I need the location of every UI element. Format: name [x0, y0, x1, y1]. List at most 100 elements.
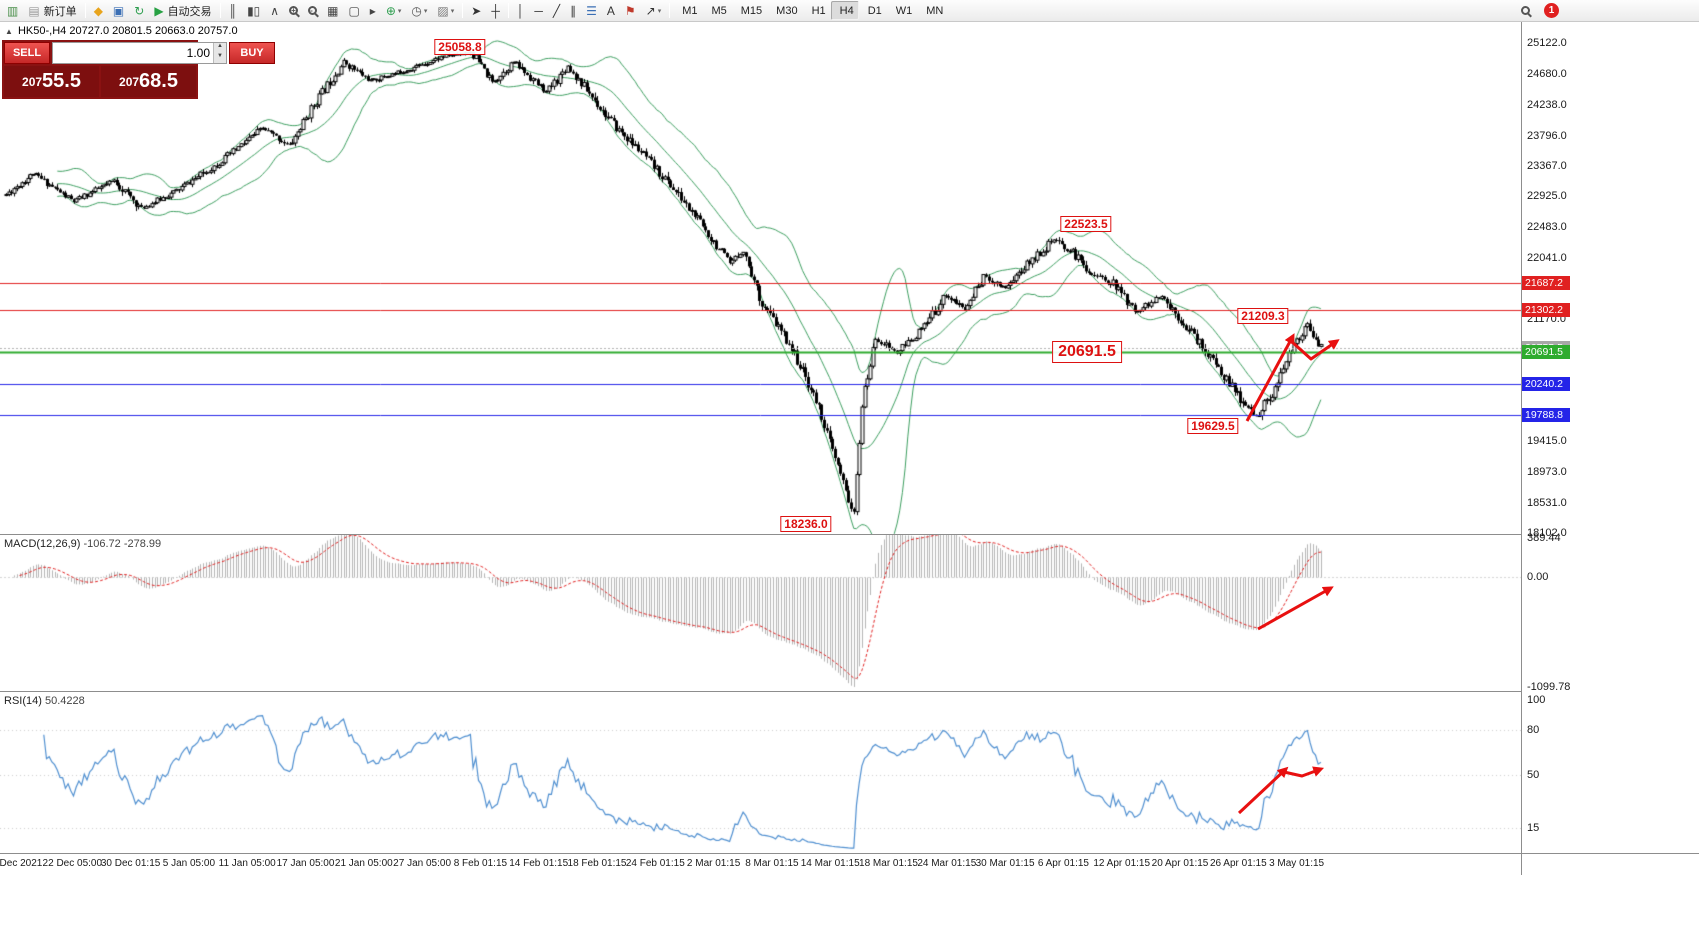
- indicators-icon[interactable]: ⊕ ▾: [381, 1, 407, 20]
- timeframe-m15[interactable]: M15: [732, 1, 767, 20]
- timeframe-w1[interactable]: W1: [887, 1, 918, 20]
- zoom-out-icon[interactable]: -: [303, 1, 322, 20]
- line-chart-icon: ∧: [270, 3, 280, 18]
- scale-tick: 19415.0: [1527, 435, 1567, 448]
- scale-tick: 18973.0: [1527, 466, 1567, 479]
- crosshair-icon: ┼: [491, 3, 500, 18]
- buy-price[interactable]: 207 68.5: [101, 66, 196, 97]
- rsi-panel-canvas[interactable]: [0, 692, 1521, 853]
- price-scale-separator: [1521, 22, 1522, 875]
- time-axis-label: 26 Apr 01:15: [1209, 858, 1267, 869]
- sell-price[interactable]: 207 55.5: [4, 66, 99, 97]
- price-callout[interactable]: 19629.5: [1187, 418, 1239, 435]
- fibonacci-icon[interactable]: ☰: [581, 1, 602, 20]
- timeframe-h1[interactable]: H1: [803, 1, 831, 20]
- panel-separator[interactable]: [0, 691, 1699, 692]
- timeframe-h4[interactable]: H4: [830, 1, 859, 20]
- indicators-icon: ⊕: [385, 3, 396, 18]
- market-watch-icon[interactable]: ◆: [89, 1, 108, 20]
- bar-chart-icon[interactable]: ║: [224, 1, 243, 20]
- price-callout[interactable]: 21209.3: [1237, 308, 1289, 325]
- price-callout[interactable]: 20691.5: [1052, 341, 1122, 364]
- cascade-windows-icon[interactable]: ▢: [343, 1, 364, 20]
- volume-down-icon[interactable]: ▼: [217, 53, 223, 59]
- templates-icon: ▨: [437, 3, 449, 18]
- scale-tick: 389.44: [1527, 532, 1561, 545]
- timeframe-d1-label: D1: [867, 4, 882, 17]
- toolbar-separator: [84, 3, 86, 18]
- panel-separator[interactable]: [0, 534, 1699, 535]
- candlestick-chart-icon[interactable]: ▮▯: [242, 1, 265, 20]
- price-callout[interactable]: 25058.8: [434, 39, 486, 56]
- notification-badge[interactable]: 1: [1544, 3, 1559, 18]
- time-axis-label: 16 Dec 2021: [0, 858, 43, 869]
- vertical-line-icon[interactable]: │: [512, 1, 530, 20]
- label-icon[interactable]: ⚑: [620, 1, 641, 20]
- horizontal-line-icon[interactable]: ─: [529, 1, 548, 20]
- channel-icon[interactable]: ∥: [565, 1, 581, 20]
- price-chart-canvas[interactable]: [0, 22, 1521, 534]
- chart-shift-icon: ▸: [369, 3, 376, 18]
- time-axis-label: 8 Mar 01:15: [745, 858, 799, 869]
- line-chart-icon[interactable]: ∧: [265, 1, 284, 20]
- time-axis-label: 12 Apr 01:15: [1093, 858, 1151, 869]
- tile-windows-icon: ▦: [327, 3, 339, 18]
- time-axis-label: 14 Mar 01:15: [800, 858, 860, 869]
- text-icon[interactable]: A: [602, 1, 620, 20]
- time-axis-label: 27 Jan 05:00: [393, 858, 452, 869]
- price-callout[interactable]: 18236.0: [780, 515, 832, 532]
- volume-input[interactable]: [53, 43, 213, 63]
- scale-tick: 22925.0: [1527, 190, 1567, 203]
- price-callout[interactable]: 22523.5: [1060, 216, 1112, 233]
- cascade-windows-icon: ▢: [348, 3, 360, 18]
- zoom-in-icon[interactable]: +: [284, 1, 303, 20]
- price-level-badge: 20240.2: [1522, 376, 1570, 391]
- scale-tick: 25122.0: [1527, 37, 1567, 49]
- timeframe-m30[interactable]: M30: [767, 1, 802, 20]
- search-button[interactable]: [1516, 1, 1535, 20]
- macd-indicator-label: MACD(12,26,9) -106.72 -278.99: [4, 538, 162, 550]
- time-axis-label: 6 Apr 01:15: [1037, 858, 1089, 869]
- refresh-icon[interactable]: ↻: [129, 1, 149, 20]
- zoom-out-icon: -: [308, 6, 318, 15]
- toolbar-separator: [669, 3, 671, 18]
- timeframe-m1[interactable]: M1: [673, 1, 702, 20]
- time-axis-label: 11 Jan 05:00: [218, 858, 276, 869]
- shapes-icon[interactable]: ↗ ▾: [641, 1, 667, 20]
- scale-tick: 50: [1527, 769, 1540, 781]
- buy-button[interactable]: BUY: [229, 42, 275, 64]
- timeframe-d1[interactable]: D1: [859, 1, 887, 20]
- timeframe-m5[interactable]: M5: [702, 1, 731, 20]
- price-level-badge: 19788.8: [1522, 408, 1570, 423]
- volume-up-icon[interactable]: ▲: [217, 43, 223, 49]
- autotrading-button[interactable]: ▶ 自动交易: [149, 1, 216, 20]
- scale-tick: 23796.0: [1527, 129, 1567, 142]
- price-scale[interactable]: 25122.0 24680.0 24238.0 23796.0 23367.0 22925…: [1522, 22, 1699, 853]
- new-chart-icon[interactable]: ▥: [2, 1, 23, 20]
- tile-windows-icon[interactable]: ▦: [322, 1, 343, 20]
- periods-icon: ◷: [411, 3, 422, 18]
- timeframe-mn-label: MN: [926, 4, 944, 17]
- time-axis-label: 3 May 01:15: [1269, 858, 1325, 869]
- trendline-icon[interactable]: ╱: [548, 1, 565, 20]
- market-watch-icon: ◆: [93, 3, 103, 18]
- cursor-icon[interactable]: ➤: [466, 1, 486, 20]
- crosshair-icon[interactable]: ┼: [486, 1, 505, 20]
- refresh-icon: ↻: [134, 3, 145, 18]
- chart-shift-icon[interactable]: ▸: [365, 1, 381, 20]
- periods-icon[interactable]: ◷ ▾: [406, 1, 432, 20]
- toolbar-separator: [507, 3, 509, 18]
- new-chart-icon: ▥: [7, 3, 19, 18]
- templates-icon[interactable]: ▨ ▾: [432, 1, 459, 20]
- time-axis-label: 17 Jan 05:00: [276, 858, 335, 869]
- macd-panel-canvas[interactable]: [0, 535, 1521, 691]
- timeframe-m5-label: M5: [711, 4, 727, 17]
- new-order-button[interactable]: ▤ 新订单: [23, 1, 81, 20]
- sell-button[interactable]: SELL: [4, 42, 50, 64]
- timeframe-m30-label: M30: [776, 4, 798, 17]
- timeframe-mn[interactable]: MN: [917, 1, 948, 20]
- shapes-icon: ↗: [645, 3, 656, 18]
- label-icon: ⚑: [624, 3, 636, 18]
- data-window-icon[interactable]: ▣: [108, 1, 129, 20]
